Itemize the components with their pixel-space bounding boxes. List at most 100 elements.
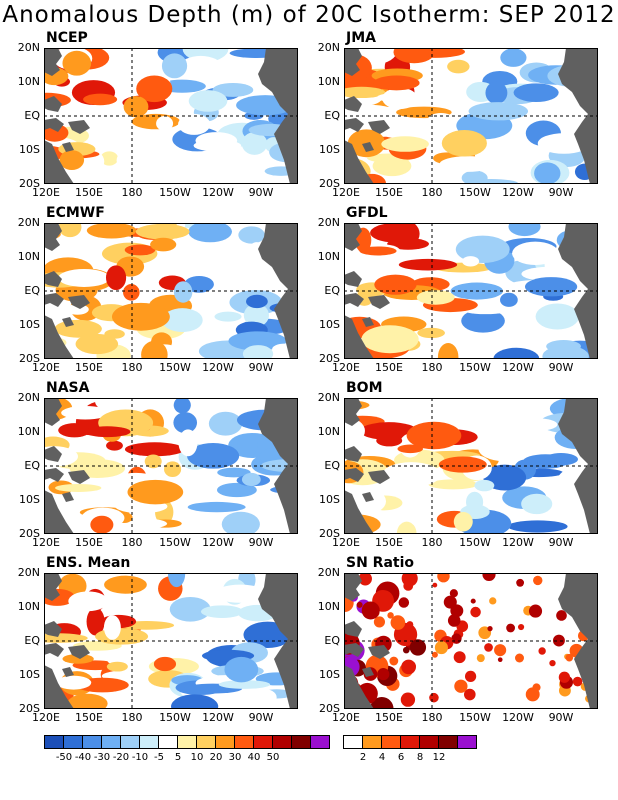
lat-label: EQ [24,634,40,647]
lat-label: 20S [319,177,340,190]
land-mass [62,492,74,502]
anomaly-contour [376,435,403,447]
sn-contour [389,656,399,666]
sn-contour [549,659,556,667]
anomaly-contour [462,256,480,267]
colorbar-label: -40 [74,752,92,763]
land-mass [62,667,74,677]
anomaly-contour [468,102,529,121]
land-mass [44,446,62,462]
sn-contour [443,595,457,609]
anomaly-contour [398,258,458,271]
anomaly-contour [116,148,153,173]
lon-label: 180 [121,361,143,374]
lon-label: 150W [459,186,491,199]
lon-label: 120E [32,536,60,549]
lat-label: 20N [17,216,40,229]
colorbar-swatch [64,736,83,748]
anomaly-contour [86,607,105,636]
lon-label: 120W [502,361,534,374]
anomaly-contour [127,479,184,505]
lon-label: 120W [502,711,534,724]
anomaly-contour [447,59,470,74]
anomaly-contour [111,302,170,331]
lon-label: 180 [421,361,443,374]
sn-contour [432,582,438,588]
anomaly-contour [141,340,168,359]
land-mass [344,621,362,637]
anomaly-contour [105,265,127,291]
anomaly-contour [393,48,435,64]
anomaly-contour [83,93,118,106]
lon-label: 180 [421,536,443,549]
anomaly-contour [381,136,429,152]
sn-contour [437,573,450,583]
land-mass [44,223,62,251]
anomaly-contour [173,398,191,414]
colorbar-swatch [140,736,159,748]
colorbar-swatch [439,736,458,748]
colorbar-label: 20 [209,752,223,763]
colorbar-swatch [178,736,197,748]
lon-label: 150W [159,361,191,374]
colorbar-swatch [235,736,254,748]
sn-contour [525,687,540,702]
land-mass [344,223,362,251]
anomaly-contour [208,411,243,436]
anomaly-contour [68,591,108,612]
anomaly-contour [153,656,177,672]
lon-label: 150E [375,536,403,549]
anomaly-contour [161,53,188,79]
anomaly-contour [216,482,257,498]
sn-contour [402,646,410,654]
colorbar-label: 10 [190,752,204,763]
anomaly-contour [396,521,417,534]
anomaly-contour [241,472,261,487]
colorbar-swatch [311,736,329,748]
land-mass [362,492,374,502]
colorbar-swatch [197,736,216,748]
lat-label: 20N [17,566,40,579]
land-mass [258,223,298,359]
sn-contour [403,581,414,591]
anomaly-contour [195,132,238,150]
lat-label: 10S [319,493,340,506]
anomaly-contour [507,520,568,533]
land-mass [44,573,62,601]
map-area [44,223,298,359]
land-mass [44,490,74,534]
anomaly-contour [176,578,217,600]
land-mass [344,665,374,709]
anomaly-contour [246,688,277,707]
colorbar-label: 30 [228,752,242,763]
lon-label: 180 [421,711,443,724]
anomaly-contour [84,426,131,438]
anomaly-contour [104,329,125,339]
anomaly-contour [95,628,149,645]
anomaly-contour [212,83,254,97]
lat-label: EQ [324,109,340,122]
anomaly-contour [344,86,386,99]
colorbar-label: -20 [112,752,130,763]
land-mass [44,398,62,426]
lon-label: 90W [548,361,574,374]
lat-label: EQ [24,109,40,122]
anomaly-contour [374,274,417,295]
lat-label: 20N [317,391,340,404]
lat-label: 20S [19,702,40,715]
anomaly-contour [237,433,258,457]
land-mass [368,295,390,309]
sn-contour [556,610,567,621]
sn-contour [361,601,380,620]
anomaly-contour [178,113,211,135]
anomaly-contour [75,333,119,355]
lat-label: 20S [19,352,40,365]
anomaly-contour [485,81,508,105]
sn-contour [476,654,485,663]
panel-label: ECMWF [46,205,105,221]
land-mass [44,315,74,359]
anomaly-contour [535,303,580,330]
sn-contour [506,623,515,633]
lat-label: EQ [324,459,340,472]
anomaly-contour [86,223,137,239]
